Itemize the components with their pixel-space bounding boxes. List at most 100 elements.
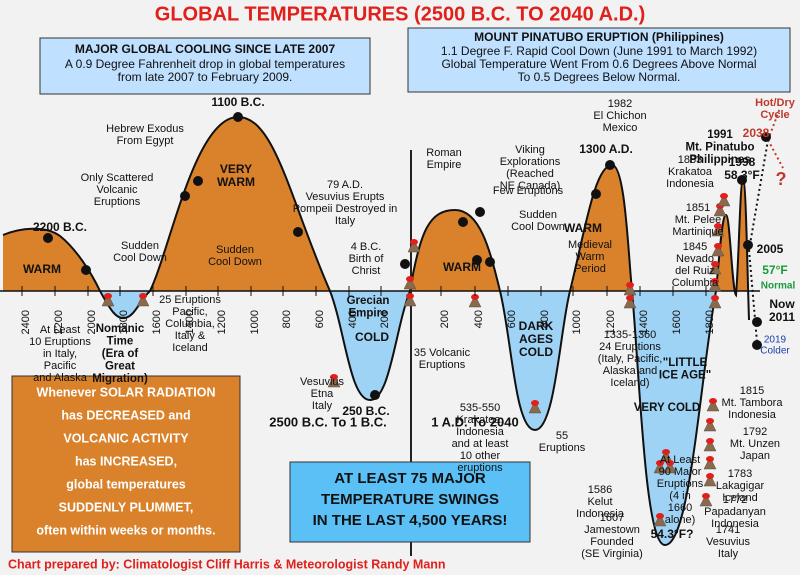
annotation: Mt. Pelee: [675, 214, 721, 226]
x-tick-label: 400: [347, 310, 359, 328]
volcano-plume: [720, 193, 728, 199]
volcano-plume: [706, 418, 714, 424]
annotation: Sudden: [519, 209, 557, 221]
marker: [752, 317, 762, 327]
annotation: Time: [107, 336, 134, 348]
annotation: 1300 A.D.: [579, 142, 633, 156]
x-tick-label: 2000: [86, 310, 98, 334]
marker: [43, 233, 53, 243]
volcano-plume: [104, 293, 112, 299]
annotation: WARM: [23, 262, 61, 276]
annotation: 1 A.D. To 2040: [431, 414, 518, 429]
marker: [370, 390, 380, 400]
annotation: (SE Virginia): [581, 548, 643, 560]
volcano-plume: [626, 295, 634, 301]
annotation: Indonesia: [728, 409, 777, 421]
marker: [475, 207, 485, 217]
annotation: Vesuvius: [706, 536, 751, 548]
volcano-plume: [330, 374, 338, 380]
annotation: COLD: [355, 330, 389, 344]
x-tick-label: 2400: [20, 310, 32, 334]
annotation: Indonesia: [576, 508, 625, 520]
volcano-plume: [706, 473, 714, 479]
marker: [485, 257, 495, 267]
annotation: Eruptions: [419, 359, 466, 371]
box-heading: MOUNT PINATUBO ERUPTION (Philippines): [474, 30, 724, 44]
annotation: Normal: [761, 281, 796, 292]
annotation: 79 A.D.: [327, 179, 363, 191]
box-text: from late 2007 to February 2009.: [118, 70, 293, 84]
annotation: Indonesia: [456, 426, 505, 438]
annotation: Explorations: [500, 156, 561, 168]
annotation: At Least: [40, 324, 80, 336]
annotation: 2011: [769, 310, 795, 324]
annotation: Few Eruptions: [493, 185, 564, 197]
annotation: Pacific,: [172, 306, 207, 318]
volcano-plume: [706, 456, 714, 462]
box-text: TEMPERATURE SWINGS: [321, 491, 499, 508]
annotation: ?: [776, 169, 787, 189]
volcano-icons: [101, 193, 731, 527]
annotation: AGES: [519, 332, 553, 346]
annotation: 2038: [743, 126, 770, 140]
annotation: Christ: [352, 265, 381, 277]
volcano-plume: [714, 223, 722, 229]
cold-area: [3, 291, 749, 545]
annotation: 1845: [683, 241, 707, 253]
box-text: IN THE LAST 4,500 YEARS!: [313, 512, 508, 529]
annotation: Italy: [718, 548, 739, 560]
volcano-plume: [666, 460, 674, 466]
box-text: AT LEAST 75 MAJOR: [334, 470, 486, 487]
box-text: has DECREASED and: [61, 408, 190, 422]
marker: [193, 176, 203, 186]
volcano-plume: [656, 460, 664, 466]
annotation: 24 Eruptions: [599, 341, 661, 353]
volcano-plume: [406, 293, 414, 299]
annotation: (Italy, Pacific,: [598, 353, 663, 365]
box-text: SUDDENLY PLUMMET,: [59, 500, 194, 514]
annotation: Sudden: [121, 240, 159, 252]
annotation: Martinique: [672, 226, 723, 238]
annotation: 35 Volcanic: [414, 347, 471, 359]
annotation: Iceland: [722, 492, 757, 504]
marker: [761, 132, 771, 142]
annotation: VERY COLD: [634, 402, 700, 414]
annotation: 1772: [723, 494, 747, 506]
marker: [458, 217, 468, 227]
annotation: Nomanic: [96, 323, 145, 335]
annotation: Cool Down: [511, 221, 565, 233]
x-tick-label: 1800: [704, 310, 716, 334]
volcano-plume: [711, 261, 719, 267]
x-tick-label: 800: [539, 310, 551, 328]
volcano-plume: [714, 243, 722, 249]
annotation: (4 in: [669, 490, 690, 502]
cooling-box: [39, 37, 371, 95]
x-tick-label: 1800: [118, 310, 130, 334]
volcano-plume: [702, 493, 710, 499]
box-text: To 0.5 Degrees Below Normal.: [518, 70, 681, 84]
annotation: WARM: [564, 221, 602, 235]
annotation: Sudden: [216, 244, 254, 256]
annotation: and at least: [452, 438, 509, 450]
box-text: has INCREASED,: [75, 454, 177, 468]
x-tick-label: 1600: [151, 310, 163, 334]
annotation: At Least: [660, 454, 700, 466]
annotation: 1335-1360: [604, 329, 657, 341]
annotation: 1982: [608, 98, 632, 110]
x-tick-label: 1200: [605, 310, 617, 334]
box-text: global temperatures: [66, 477, 186, 491]
annotation: and Alaska: [33, 372, 88, 384]
annotation: "LITTLE: [663, 357, 708, 369]
annotation: Italy &: [175, 330, 206, 342]
x-tick-label: 1000: [571, 310, 583, 334]
volcano-plume: [711, 278, 719, 284]
annotation: 10 Eruptions: [29, 336, 91, 348]
annotation: VERY: [220, 162, 252, 176]
annotation: Indonesia: [666, 178, 715, 190]
box-text: VOLCANIC ACTIVITY: [63, 431, 189, 445]
volcano-plume: [406, 276, 414, 282]
annotation: Eruptions: [94, 196, 141, 208]
x-axis: 2400 2200 2000 1800 1600 1400 1200 1000 800 600 40…: [20, 286, 716, 334]
footer-credit: Chart prepared by: Climatologist Cliff H…: [8, 557, 446, 571]
